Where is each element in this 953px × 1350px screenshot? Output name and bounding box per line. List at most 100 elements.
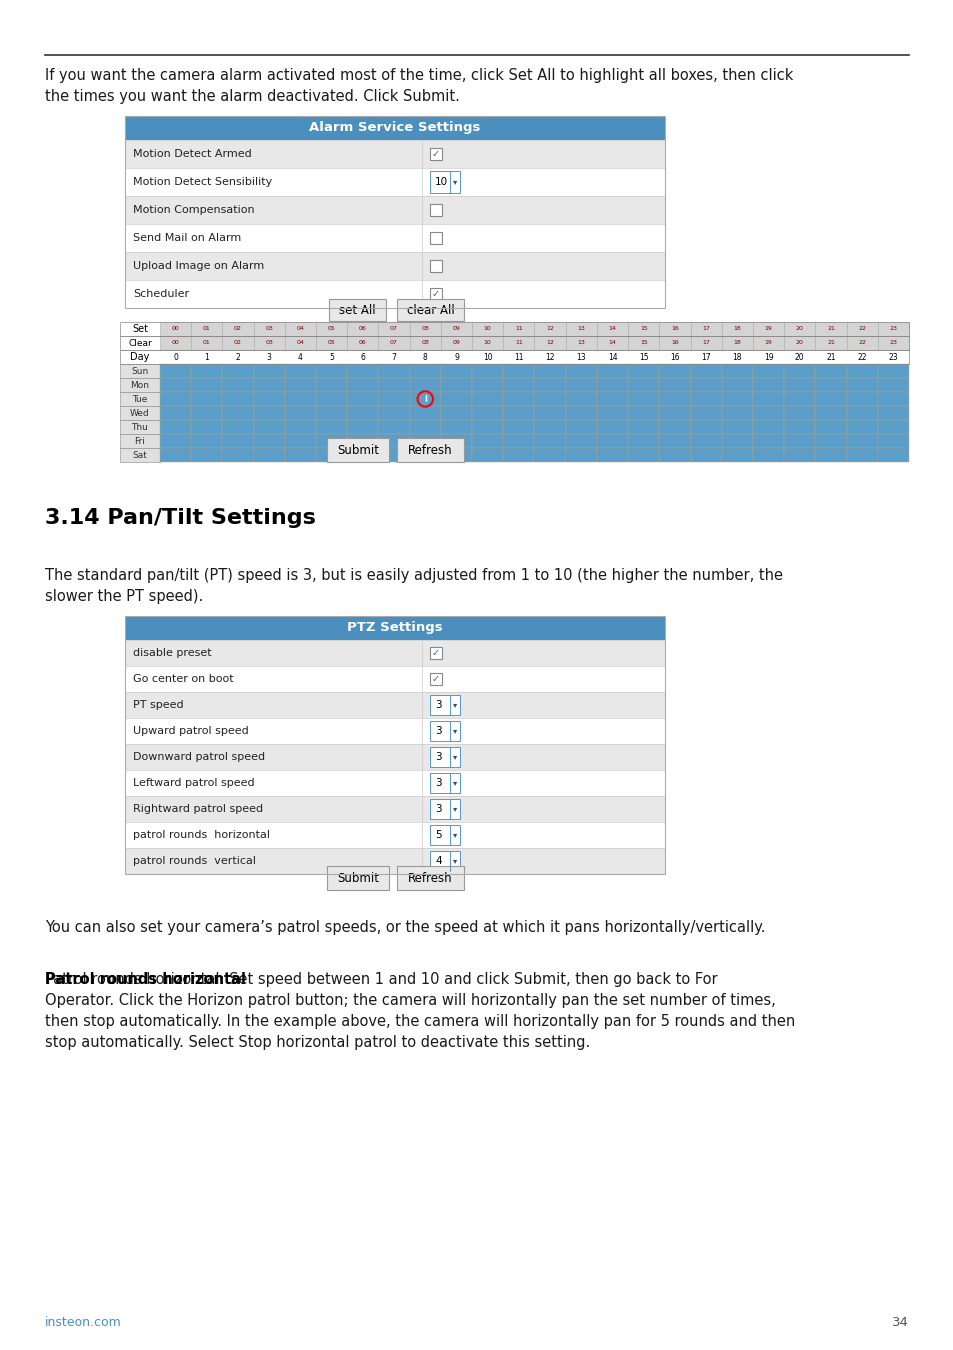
Bar	[472, 420, 503, 433]
Bar	[409, 448, 440, 462]
Bar	[721, 392, 752, 406]
Bar	[690, 323, 721, 336]
Bar	[253, 448, 285, 462]
Bar	[752, 323, 783, 336]
Bar	[877, 433, 908, 448]
Bar	[690, 433, 721, 448]
Bar	[659, 406, 690, 420]
Text: ✓: ✓	[432, 148, 439, 159]
Text: Fri: Fri	[134, 436, 145, 446]
Bar	[503, 323, 534, 336]
Bar	[315, 392, 347, 406]
Text: 10: 10	[483, 327, 491, 332]
Text: 18: 18	[733, 340, 740, 346]
Bar	[378, 336, 409, 350]
Text: ▾: ▾	[453, 779, 456, 787]
Bar	[534, 433, 565, 448]
Bar	[440, 323, 472, 336]
Text: 01: 01	[203, 340, 211, 346]
Bar	[409, 392, 440, 406]
Bar	[440, 364, 472, 378]
Bar	[690, 364, 721, 378]
Text: Thu: Thu	[132, 423, 149, 432]
FancyBboxPatch shape	[329, 298, 386, 321]
Bar	[125, 116, 664, 140]
Bar	[120, 323, 908, 336]
Bar	[120, 420, 160, 433]
Text: 0: 0	[173, 352, 178, 362]
Bar	[378, 323, 409, 336]
Text: set All: set All	[339, 304, 375, 316]
Bar	[597, 378, 627, 392]
Bar	[160, 364, 191, 378]
Bar	[752, 364, 783, 378]
Bar	[120, 406, 160, 420]
Bar	[378, 433, 409, 448]
Bar	[659, 433, 690, 448]
Bar	[347, 392, 378, 406]
Bar	[597, 323, 627, 336]
Text: 10: 10	[435, 177, 448, 188]
Text: 22: 22	[858, 340, 865, 346]
Bar	[721, 336, 752, 350]
Bar	[690, 448, 721, 462]
Bar	[191, 336, 222, 350]
Bar	[503, 378, 534, 392]
Bar	[430, 674, 441, 684]
Text: 16: 16	[670, 340, 679, 346]
Bar	[315, 364, 347, 378]
Bar	[627, 336, 659, 350]
Text: Clear: Clear	[128, 339, 152, 347]
Text: 20: 20	[795, 340, 802, 346]
Bar	[472, 364, 503, 378]
Text: 17: 17	[700, 352, 710, 362]
Bar	[347, 336, 378, 350]
Bar	[440, 420, 472, 433]
Bar	[597, 406, 627, 420]
Text: 03: 03	[265, 327, 273, 332]
Bar	[752, 378, 783, 392]
Text: Set: Set	[132, 324, 148, 333]
FancyBboxPatch shape	[396, 865, 463, 890]
Bar	[627, 406, 659, 420]
Bar	[160, 336, 191, 350]
Bar	[125, 224, 664, 252]
Text: 04: 04	[296, 340, 304, 346]
Bar	[565, 406, 597, 420]
FancyBboxPatch shape	[327, 865, 389, 890]
Text: If you want the camera alarm activated most of the time, click Set All to highli: If you want the camera alarm activated m…	[45, 68, 793, 104]
Bar	[721, 448, 752, 462]
Bar	[285, 406, 315, 420]
Bar	[285, 364, 315, 378]
Bar	[222, 392, 253, 406]
Text: Send Mail on Alarm: Send Mail on Alarm	[132, 234, 241, 243]
Bar	[845, 406, 877, 420]
Bar	[285, 378, 315, 392]
Text: 01: 01	[203, 327, 211, 332]
Text: 1: 1	[204, 352, 209, 362]
Bar	[815, 420, 845, 433]
Text: patrol rounds  vertical: patrol rounds vertical	[132, 856, 255, 865]
Bar	[877, 392, 908, 406]
Bar	[627, 392, 659, 406]
Bar	[845, 336, 877, 350]
Text: 3: 3	[435, 752, 441, 761]
Bar	[565, 336, 597, 350]
Text: Leftward patrol speed: Leftward patrol speed	[132, 778, 254, 788]
Bar	[627, 364, 659, 378]
Bar	[597, 448, 627, 462]
Bar	[222, 433, 253, 448]
Bar	[430, 774, 459, 792]
Text: 02: 02	[233, 340, 242, 346]
Bar	[534, 336, 565, 350]
Text: 06: 06	[358, 327, 366, 332]
Bar	[721, 433, 752, 448]
Bar	[191, 392, 222, 406]
Bar	[378, 392, 409, 406]
Bar	[378, 406, 409, 420]
Bar	[125, 693, 664, 718]
Text: 21: 21	[825, 352, 835, 362]
Text: 19: 19	[763, 327, 772, 332]
Bar	[565, 364, 597, 378]
Bar	[222, 406, 253, 420]
